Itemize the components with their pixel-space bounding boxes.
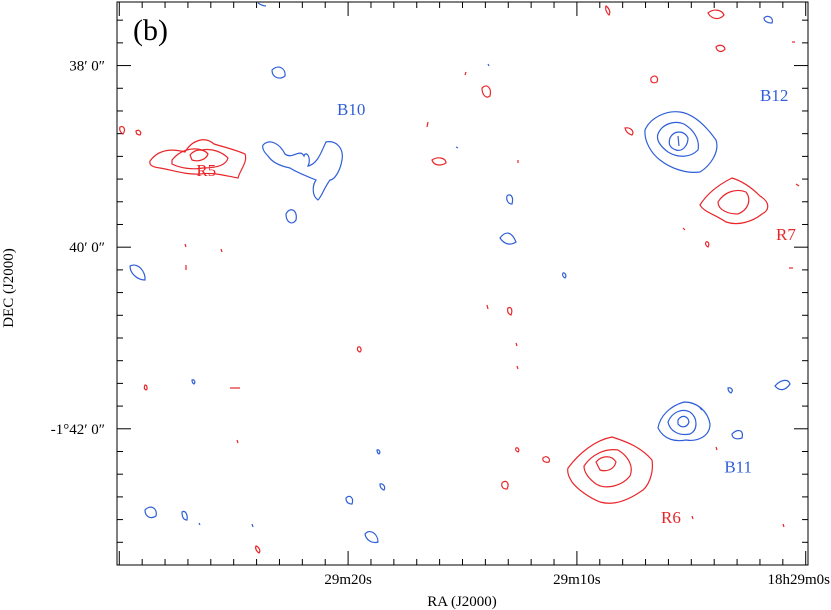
red-contours [119,5,800,554]
contour-r5-mid [171,148,229,170]
red-blob [691,515,694,520]
contour-b11-inner [677,415,690,428]
contour-b12-outer [644,111,718,173]
contour-r5-inner [189,149,209,162]
contour-r7-inner [717,189,750,215]
red-blob [220,248,223,253]
red-blob [515,342,518,347]
blue-blob [144,506,157,519]
contour-r6-mid [583,449,632,488]
red-blob [705,241,710,248]
blue-blob [257,2,267,7]
x-tick-label: 18h29m0s [767,572,830,588]
red-blob [255,545,261,554]
red-blob [624,127,634,136]
red-blob [135,129,142,136]
blue-blob [727,387,733,394]
source-label-r6: R6 [661,508,681,527]
blue-blob [181,510,188,521]
source-label-r5: R5 [196,161,216,180]
red-blob [236,439,239,444]
source-label-b12: B12 [760,86,788,105]
red-blob [501,480,509,490]
blue-blob [763,15,773,24]
blue-blob [251,523,254,528]
red-blob [356,346,362,353]
x-tick-label: 29m10s [553,572,601,588]
blue-blob [774,379,791,391]
red-blob [682,227,686,231]
blue-blob [129,264,146,281]
red-blob [782,523,785,528]
red-blob [119,125,126,135]
red-blob [486,304,489,310]
blue-blob [364,530,379,544]
source-labels: R5 B10 B12 R7 R6 B11 [196,86,796,527]
red-blob [715,44,726,53]
red-blob [426,121,429,128]
contour-b12-core [677,135,680,147]
red-blob [515,447,520,453]
blue-contours [129,2,791,544]
contour-b11-outer [657,401,711,442]
red-blob [481,85,492,98]
plot-frame [116,1,809,566]
source-label-r7: R7 [776,225,796,244]
red-blob [795,183,800,187]
contour-r7-outer [699,177,769,225]
blue-blob [198,522,201,526]
contour-b11-mid [667,409,697,436]
contour-b12-mid [656,121,699,157]
source-label-b10: B10 [337,100,365,119]
blue-blob [271,66,286,79]
blue-blob [499,232,517,245]
blue-blob [191,379,196,385]
red-blob [650,75,659,84]
red-blob [143,384,148,391]
red-blob [431,157,447,166]
blue-blob [506,194,514,205]
y-axis-label: DEC (J2000) [1,248,17,328]
x-axis-ticks: 29m20s 29m10s 18h29m0s [118,2,830,588]
contour-b10 [262,141,343,201]
red-blob [184,243,187,248]
contour-b12-inner [668,131,689,151]
blue-blob [285,209,297,224]
x-tick-label: 29m20s [324,572,372,588]
y-tick-label: 40′ 0″ [69,240,105,256]
blue-blob [731,429,743,440]
red-blob [605,5,611,16]
x-axis-label: RA (J2000) [427,594,497,610]
red-blob [507,306,513,316]
blue-blob [455,146,459,149]
blue-blob [487,63,490,67]
blue-blob [379,483,386,491]
red-blob [516,365,519,370]
red-blob [715,446,718,451]
blue-blob [699,407,703,411]
red-blob [464,71,467,76]
y-tick-label: -1°42′ 0″ [51,422,105,438]
contour-r5-outer [149,139,247,179]
blue-blob [345,495,354,505]
source-label-b11: B11 [724,457,752,476]
blue-blob [562,272,567,279]
red-blob [707,9,725,20]
red-blob [542,456,551,463]
y-axis-ticks: 38′ 0″ 40′ 0″ -1°42′ 0″ [51,19,808,566]
blue-blob [376,449,381,455]
contour-r6-outer [567,436,653,504]
panel-label: (b) [133,14,168,47]
y-tick-label: 38′ 0″ [69,59,105,75]
contour-r6-inner [595,456,617,472]
